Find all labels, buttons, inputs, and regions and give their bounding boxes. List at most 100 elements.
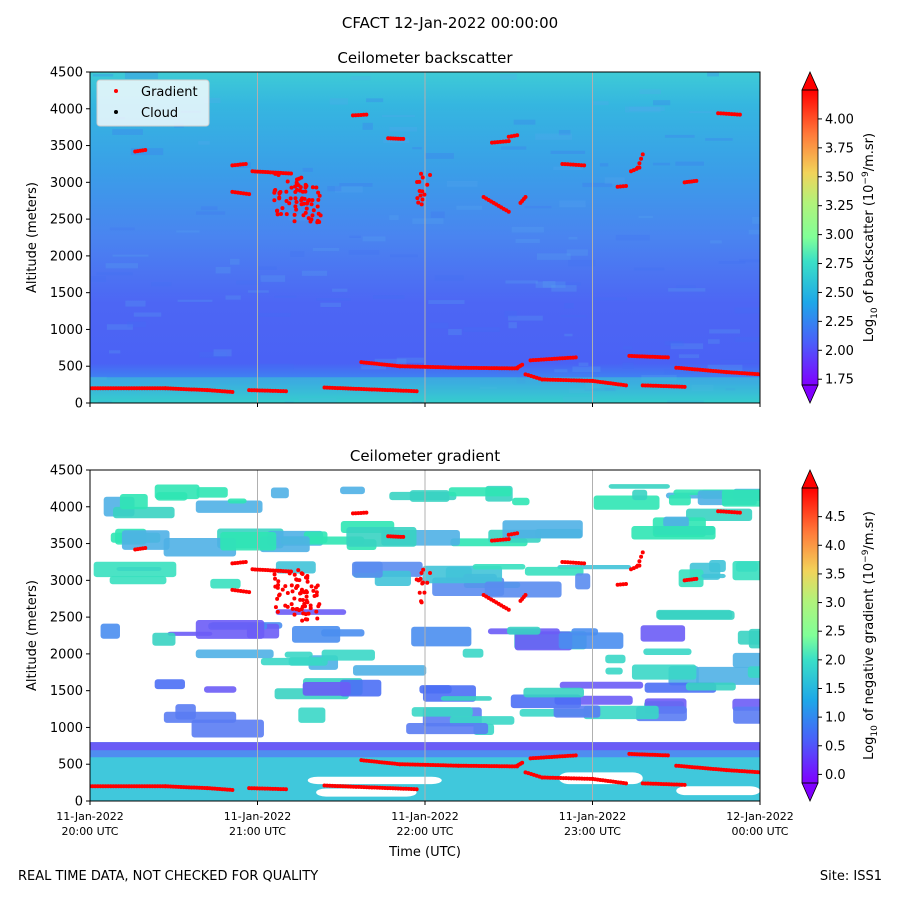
backscatter-speckle bbox=[604, 177, 625, 184]
gradient-patch bbox=[353, 665, 427, 676]
backscatter-speckle bbox=[564, 303, 574, 309]
backscatter-speckle bbox=[752, 216, 760, 224]
gradient-point bbox=[299, 202, 304, 207]
gradient-point bbox=[515, 133, 520, 138]
gradient-patch bbox=[419, 685, 452, 694]
backscatter-speckle bbox=[567, 259, 596, 267]
gradient-point bbox=[312, 594, 317, 599]
gradient-point bbox=[289, 185, 294, 190]
backscatter-speckle bbox=[664, 134, 695, 138]
gradient-point bbox=[624, 781, 628, 786]
backscatter-speckle bbox=[675, 161, 704, 166]
backscatter-gradient-points bbox=[90, 111, 760, 394]
colorbar-tick-label: 2.25 bbox=[825, 315, 854, 330]
gradient-point bbox=[665, 753, 670, 758]
backscatter-speckle bbox=[91, 276, 107, 282]
gradient-x-axis: 11-Jan-2022 20:00 UTC 11-Jan-2022 21:00 UTC… bbox=[56, 801, 794, 838]
gradient-point bbox=[293, 190, 298, 195]
gradient-point bbox=[283, 389, 288, 394]
gradient-point bbox=[310, 198, 315, 203]
gradient-point bbox=[428, 172, 433, 177]
backscatter-speckle bbox=[669, 341, 685, 347]
backscatter-speckle bbox=[204, 97, 221, 104]
gradient-point bbox=[277, 592, 282, 597]
backscatter-speckle bbox=[668, 288, 706, 292]
backscatter-speckle bbox=[302, 167, 313, 172]
gradient-patch bbox=[709, 560, 726, 572]
backscatter-speckle bbox=[290, 251, 305, 257]
legend[interactable]: Gradient Cloud bbox=[96, 79, 210, 127]
gradient-point bbox=[316, 197, 321, 202]
gradient-point bbox=[283, 603, 288, 608]
backscatter-speckle bbox=[383, 138, 410, 143]
backscatter-speckle bbox=[535, 133, 573, 140]
colorbar-tick-label: 3.5 bbox=[825, 567, 846, 582]
backscatter-speckle bbox=[500, 146, 527, 150]
gradient-point bbox=[276, 172, 281, 177]
backscatter-speckle bbox=[622, 362, 634, 369]
gradient-patch bbox=[340, 486, 365, 495]
x-tick-time: 22:00 UTC bbox=[396, 825, 453, 838]
gradient-point bbox=[303, 604, 308, 609]
gradient-point bbox=[637, 559, 642, 564]
backscatter-speckle bbox=[708, 339, 720, 344]
gradient-point bbox=[419, 570, 424, 575]
backscatter-speckle bbox=[92, 74, 114, 77]
gradient-point bbox=[694, 178, 699, 183]
colorbar-tick-label: 2.50 bbox=[825, 286, 854, 301]
gradient-point bbox=[143, 147, 148, 152]
backscatter-speckle bbox=[448, 329, 462, 336]
gradient-patch bbox=[321, 649, 375, 661]
y-tick-label: 3500 bbox=[50, 537, 83, 552]
backscatter-speckle bbox=[638, 215, 653, 219]
backscatter-speckle bbox=[362, 236, 386, 242]
gradient-patch bbox=[747, 666, 760, 678]
gradient-point bbox=[315, 204, 320, 209]
backscatter-plot: 0 500 1000 1500 2000 2500 3000 3500 4000 4500 Cei… bbox=[25, 49, 880, 412]
gradient-point bbox=[287, 571, 292, 576]
backscatter-speckle bbox=[366, 98, 384, 103]
backscatter-speckle bbox=[548, 282, 582, 286]
gradient-point bbox=[293, 184, 298, 189]
backscatter-speckle bbox=[499, 73, 517, 80]
gradient-point bbox=[278, 190, 283, 195]
x-tick-time: 20:00 UTC bbox=[61, 825, 118, 838]
gradient-patch bbox=[593, 495, 660, 510]
gradient-patch bbox=[631, 664, 697, 680]
gradient-point bbox=[314, 609, 319, 614]
gradient-point bbox=[273, 576, 278, 581]
gradient-point bbox=[414, 787, 419, 792]
backscatter-speckle bbox=[247, 290, 269, 293]
gradient-point bbox=[306, 198, 311, 203]
backscatter-speckle bbox=[412, 147, 422, 150]
gradient-point bbox=[313, 585, 318, 590]
gradient-point bbox=[694, 576, 699, 581]
gradient-point bbox=[419, 171, 424, 176]
gradient-point bbox=[287, 201, 292, 206]
gradient-point bbox=[292, 212, 297, 217]
gradient-patch bbox=[462, 648, 484, 658]
gradient-point bbox=[292, 572, 297, 577]
gradient-gradient-points bbox=[90, 509, 760, 792]
backscatter-speckle bbox=[258, 266, 277, 270]
gradient-point bbox=[421, 567, 426, 572]
backscatter-speckle bbox=[734, 337, 760, 342]
gradient-patch bbox=[163, 537, 237, 557]
backscatter-speckle bbox=[196, 211, 226, 215]
gradient-point bbox=[416, 200, 421, 205]
gradient-point bbox=[283, 787, 288, 792]
gradient-point bbox=[309, 584, 314, 589]
gradient-patch bbox=[196, 487, 228, 498]
gradient-point bbox=[280, 587, 285, 592]
colorbar-extend-min bbox=[801, 384, 819, 404]
backscatter-speckle bbox=[558, 129, 571, 136]
gradient-plot: 0 500 1000 1500 2000 2500 3000 3500 4000 4500 11-… bbox=[25, 447, 880, 860]
backscatter-speckle bbox=[390, 254, 418, 258]
gradient-point bbox=[300, 618, 305, 623]
gradient-point bbox=[506, 607, 511, 612]
gradient-point bbox=[624, 383, 628, 388]
backscatter-speckle bbox=[320, 302, 342, 308]
gradient-patch bbox=[298, 707, 326, 723]
colorbar-tick-label: 4.00 bbox=[825, 112, 854, 127]
colorbar-tick-label: 2.0 bbox=[825, 653, 846, 668]
